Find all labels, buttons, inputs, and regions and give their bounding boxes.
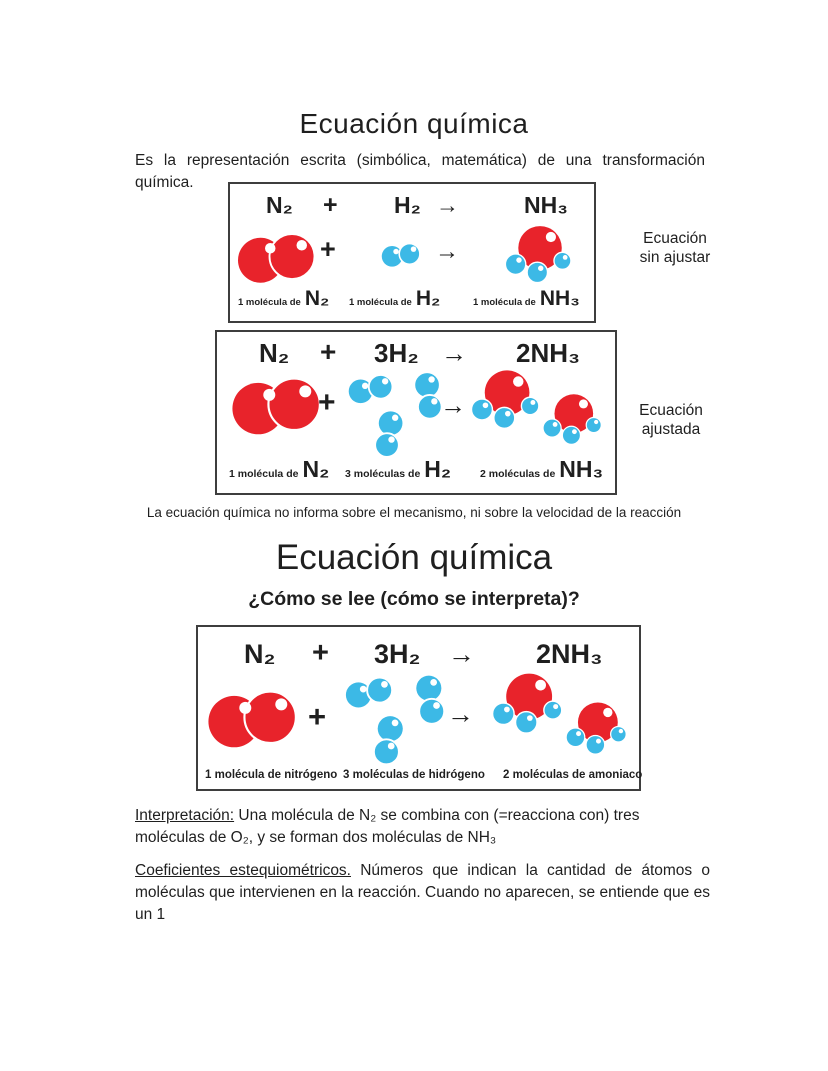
h2-molecules-group-icon: [346, 370, 448, 460]
section-title: Ecuación química: [275, 538, 553, 577]
h2-molecule-icon: [379, 242, 429, 269]
molecule-count-label: 1 molécula de H₂: [349, 287, 441, 310]
arrow-icon: →: [435, 238, 459, 265]
formula-n2: N₂: [266, 192, 293, 218]
diagram-balanced-equation: N₂ + 3H₂ → 2NH₃ + → 1 molécula de N₂ 3 m…: [215, 330, 617, 495]
interpretation-heading: Interpretación:: [135, 807, 235, 824]
coefficients-paragraph: Coeficientes estequiométricos. Números q…: [135, 862, 711, 923]
diagram-interpretation: N₂ + 3H₂ → 2NH₃ + → 1 molécula de nitróg…: [196, 625, 643, 791]
section-subtitle: ¿Cómo se lee (cómo se interpreta)?: [248, 588, 580, 610]
plus-sign: +: [312, 637, 329, 669]
molecule-count-label: 2 moléculas de amoniaco: [503, 769, 643, 781]
formula-n2: N₂: [244, 639, 276, 669]
formula-2nh3: 2NH₃: [536, 639, 603, 669]
formula-h2: H₂: [394, 192, 421, 218]
nh3-molecule-icon: [563, 697, 629, 759]
molecule-count-label: 1 molécula de NH₃: [473, 287, 580, 310]
molecule-count-label: 3 moléculas de H₂: [345, 456, 452, 482]
molecule-count-label: 1 molécula de N₂: [238, 287, 330, 310]
nh3-molecule-icon: [489, 669, 565, 737]
molecule-count-label: 1 molécula de nitrógeno: [205, 769, 338, 781]
molecule-count-label: 1 molécula de N₂: [229, 456, 330, 482]
n2-molecule-icon: [229, 370, 325, 442]
formula-3h2: 3H₂: [374, 338, 419, 368]
h2-molecules-group-icon: [343, 673, 451, 767]
page-title: Ecuación química: [299, 108, 529, 139]
plus-sign: +: [320, 336, 337, 367]
molecule-count-label: 2 moléculas de NH₃: [480, 456, 604, 482]
plus-sign: +: [308, 699, 327, 734]
formula-3h2: 3H₂: [374, 639, 421, 669]
arrow-icon: →: [448, 639, 475, 669]
nh3-molecule-icon: [540, 390, 604, 448]
intro-paragraph: Es la representación escrita (simbólica,…: [135, 152, 705, 192]
note-unbalanced: Ecuación sin ajustar: [639, 230, 711, 267]
formula-nh3: NH₃: [524, 192, 568, 218]
molecule-count-label: 3 moléculas de hidrógeno: [343, 769, 485, 781]
arrow-icon: →: [447, 699, 474, 729]
nh3-molecule-icon: [468, 366, 542, 432]
plus-sign: +: [318, 386, 336, 419]
formula-n2: N₂: [259, 338, 290, 368]
plus-sign: +: [320, 234, 336, 264]
arrow-icon: →: [441, 338, 467, 368]
plus-sign: +: [323, 191, 338, 219]
n2-molecule-icon: [204, 683, 302, 755]
arrow-icon: →: [436, 192, 459, 218]
n2-molecule-icon: [235, 226, 319, 290]
formula-2nh3: 2NH₃: [516, 338, 581, 368]
note-balanced: Ecuación ajustada: [639, 402, 703, 439]
interpretation-paragraph: Interpretación: Una molécula de N₂ se co…: [135, 807, 640, 846]
nh3-molecule-icon: [502, 220, 574, 288]
coefficients-heading: Coeficientes estequiométricos.: [135, 862, 351, 879]
diagram-unbalanced-equation: N₂ + H₂ → NH₃ + → 1 molécula de N₂ 1 mol…: [228, 182, 596, 323]
arrow-icon: →: [440, 390, 466, 420]
caption-mechanism-note: La ecuación química no informa sobre el …: [146, 505, 682, 520]
